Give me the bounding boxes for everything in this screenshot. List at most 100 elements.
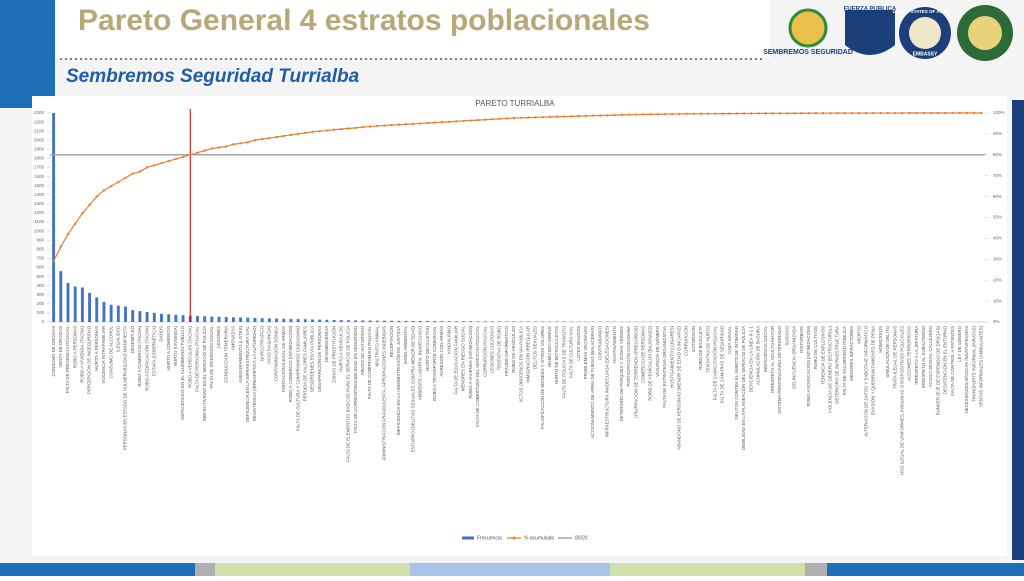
- y-tick-label: 1200: [34, 210, 45, 215]
- x-tick-label: INEFECTIVIDAD EN EL SERVICIO DE POLICÍA: [202, 326, 207, 421]
- cumulative-point: [412, 123, 414, 125]
- bar: [218, 317, 221, 322]
- cumulative-point: [621, 114, 623, 116]
- bar: [376, 321, 379, 322]
- cumulative-point: [74, 223, 76, 225]
- x-tick-label: IRRESPETO AL SUBALTERNO: [921, 325, 926, 388]
- logo: [968, 16, 1002, 50]
- x-tick-label: FALTA DE INVERSIÓN SOCIAL: [209, 325, 214, 388]
- cumulative-point: [743, 112, 745, 114]
- cumulative-point: [585, 115, 587, 117]
- x-tick-label: ADMINISTRACIÓN FRAUDULENTA, APROPIACIONE…: [382, 326, 387, 461]
- cumulative-point: [779, 112, 781, 114]
- legend-label: % acumulado: [524, 535, 555, 541]
- cumulative-point: [132, 172, 134, 174]
- footer-segment: [805, 563, 827, 576]
- cumulative-point: [757, 112, 759, 114]
- cumulative-point: [203, 149, 205, 151]
- cumulative-point: [347, 127, 349, 129]
- bar: [491, 321, 494, 322]
- bar: [505, 321, 508, 322]
- bar: [210, 317, 213, 322]
- bar: [124, 307, 127, 322]
- bar: [433, 321, 436, 322]
- x-tick-label: IRRESPETO AL ADULTO MAYOR: [770, 326, 775, 393]
- x-tick-label: HOMICIDIOS: [878, 326, 883, 353]
- cumulative-point: [311, 131, 313, 133]
- bar: [182, 315, 185, 322]
- subtitle: Sembremos Seguridad Turrialba: [66, 66, 360, 87]
- x-tick-label: FALTA DE SALUBRIDAD PÚBLICA: [842, 326, 847, 395]
- cumulative-point: [930, 112, 932, 114]
- bar: [117, 306, 120, 322]
- x-tick-label: LESIONES CULPOSAS: [489, 326, 494, 373]
- x-tick-label: AMENAZAS: [231, 326, 236, 350]
- x-tick-label: HOSTIGAMIENTO: [612, 325, 617, 362]
- cumulative-point: [577, 115, 579, 117]
- cumulative-point: [426, 122, 428, 124]
- cumulative-point: [764, 112, 766, 114]
- bar: [282, 319, 285, 322]
- bar: [441, 321, 444, 322]
- bar: [520, 321, 523, 322]
- cumulative-point: [901, 112, 903, 114]
- x-tick-label: DESÓRDENES EN VÍA PÚBLICA: [310, 326, 315, 392]
- x-tick-label: ZONAS DE PROSTITUCIÓN: [331, 326, 336, 383]
- y-tick-label: 900: [36, 237, 44, 242]
- x-tick-label: ACOSO SEXUAL CALLEJERO: [928, 325, 933, 387]
- cumulative-point: [541, 116, 543, 118]
- x-tick-label: INEFICIENCIA SOCIAL: [763, 325, 768, 372]
- x-tick-label: DELITOS CONTRA EL ÁMBITO DE INTIMIDAD: [734, 326, 739, 420]
- x-tick-label: ROBO A VIVIENDA (TACHA): [80, 325, 85, 382]
- cumulative-point: [390, 124, 392, 126]
- cumulative-point: [613, 114, 615, 116]
- y-tick-label: 600: [36, 265, 44, 270]
- x-tick-label: NECESIDADES BÁSICAS INSATISFECHAS: [964, 326, 969, 414]
- cumulative-point: [980, 112, 982, 114]
- y-tick-label: 500: [36, 274, 44, 279]
- cumulative-point: [872, 112, 874, 114]
- x-tick-label: ROBO A COMERCIO (TACHA): [137, 325, 142, 386]
- cumulative-point: [915, 112, 917, 114]
- cumulative-point: [707, 113, 709, 115]
- cumulative-point: [247, 141, 249, 143]
- cumulative-point: [937, 112, 939, 114]
- cumulative-point: [225, 145, 227, 147]
- cumulative-point: [908, 112, 910, 114]
- bar: [246, 318, 249, 322]
- cumulative-point: [319, 130, 321, 132]
- footer-segment: [215, 563, 410, 576]
- bar: [74, 287, 77, 322]
- cumulative-point: [498, 118, 500, 120]
- x-tick-label: ROBO A EDIFICACIÓN (TACHA): [144, 325, 149, 390]
- x-tick-label: TRANSPORTE INFORMAL (PIRATAS): [971, 325, 976, 401]
- cumulative-point: [599, 114, 601, 116]
- x-tick-label: COMERCIO DE PERSONAS: [641, 326, 646, 383]
- bar: [462, 321, 465, 322]
- cumulative-point: [383, 124, 385, 126]
- bar: [59, 271, 62, 322]
- bar: [261, 318, 264, 322]
- x-tick-label: DEBILIDAD EN LA PLANEACIÓN DEL SERVICIO …: [741, 326, 746, 450]
- cumulative-point: [736, 112, 738, 114]
- x-tick-label: FALTA DE PERSONAL POLICIAL: [195, 325, 200, 391]
- x-tick-label: CAZA ILEGAL: [727, 325, 732, 354]
- x-tick-label: DESEMPLEO: [130, 325, 135, 353]
- bar: [81, 287, 84, 322]
- x-tick-label: OCIO (VAGANCIA): [267, 325, 272, 363]
- x-tick-label: ROBO DE VEHÍCULOS: [511, 326, 516, 373]
- cumulative-point: [52, 260, 54, 262]
- x-tick-label: HURTO (BICICLETAS): [425, 325, 430, 370]
- x-tick-label: DELITOS SEXUALES: [533, 326, 538, 369]
- x-tick-label: FALTA DE COMPROMISO POLICIAL: [367, 325, 372, 399]
- x-tick-label: ASEGURAMIENTO (LOTES): [238, 325, 243, 383]
- y2-tick-label: 50%: [993, 215, 1002, 220]
- bar: [512, 321, 515, 322]
- x-tick-label: DAÑOS: [159, 326, 164, 342]
- x-tick-label: FALTA DE CONTROL A PATENTES: [950, 326, 955, 396]
- x-tick-label: HURTO A COMERCIO: [166, 325, 171, 370]
- x-tick-label: DESAPARICIÓN DE PERSONAS: [317, 326, 322, 392]
- cumulative-point: [844, 112, 846, 114]
- logo: [845, 10, 895, 55]
- x-tick-label: USO ILEGAL DE UNIFORMES, INSIGNIAS O DIS…: [899, 326, 904, 475]
